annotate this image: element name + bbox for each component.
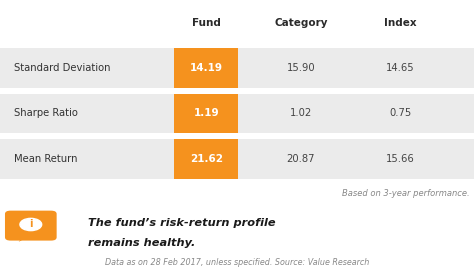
FancyBboxPatch shape xyxy=(0,48,474,88)
Text: 1.19: 1.19 xyxy=(193,108,219,119)
Text: Fund: Fund xyxy=(192,18,220,28)
Text: Index: Index xyxy=(384,18,417,28)
FancyBboxPatch shape xyxy=(5,211,57,241)
Polygon shape xyxy=(18,237,27,242)
Text: 15.90: 15.90 xyxy=(287,63,315,73)
FancyBboxPatch shape xyxy=(174,94,238,133)
Text: 20.87: 20.87 xyxy=(287,154,315,164)
Text: 1.02: 1.02 xyxy=(290,108,312,119)
FancyBboxPatch shape xyxy=(0,94,474,133)
FancyBboxPatch shape xyxy=(174,139,238,179)
FancyBboxPatch shape xyxy=(0,139,474,179)
Text: 14.65: 14.65 xyxy=(386,63,415,73)
Text: i: i xyxy=(29,219,33,230)
Text: Sharpe Ratio: Sharpe Ratio xyxy=(14,108,78,119)
Text: Based on 3-year performance.: Based on 3-year performance. xyxy=(342,189,469,198)
Text: Category: Category xyxy=(274,18,328,28)
FancyBboxPatch shape xyxy=(174,48,238,88)
Text: 15.66: 15.66 xyxy=(386,154,415,164)
Text: Data as on 28 Feb 2017, unless specified. Source: Value Research: Data as on 28 Feb 2017, unless specified… xyxy=(105,258,369,267)
Text: Standard Deviation: Standard Deviation xyxy=(14,63,111,73)
Text: Mean Return: Mean Return xyxy=(14,154,78,164)
Circle shape xyxy=(20,218,42,231)
Text: 0.75: 0.75 xyxy=(390,108,411,119)
Text: 21.62: 21.62 xyxy=(190,154,223,164)
Text: 14.19: 14.19 xyxy=(190,63,223,73)
Text: remains healthy.: remains healthy. xyxy=(88,238,195,248)
Text: The fund’s risk-return profile: The fund’s risk-return profile xyxy=(88,218,275,228)
